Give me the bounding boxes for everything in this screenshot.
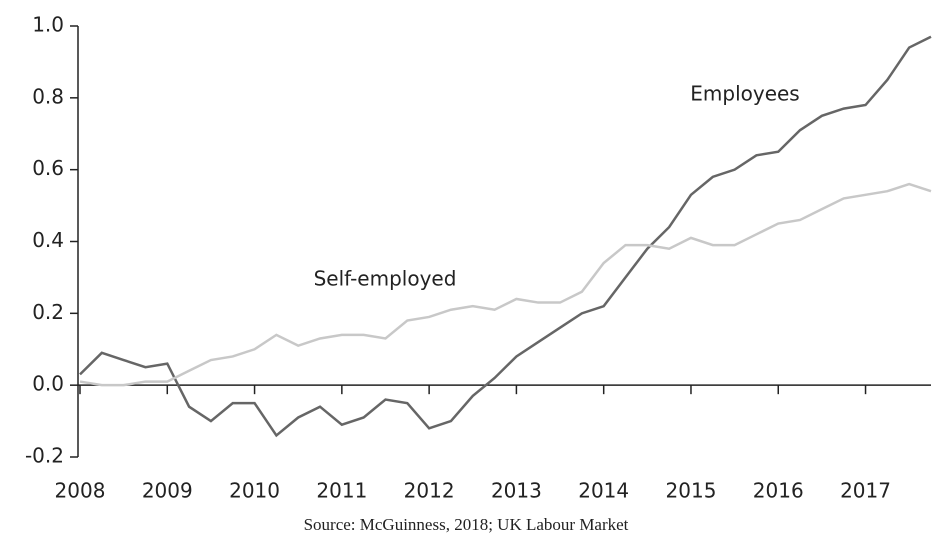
- series-label: Employees: [690, 82, 799, 106]
- y-tick-label: 0.0: [32, 372, 64, 396]
- y-tick-label: 0.4: [32, 228, 64, 252]
- x-tick-label: 2013: [491, 479, 542, 503]
- x-tick-label: 2009: [142, 479, 193, 503]
- x-tick-label: 2008: [55, 479, 106, 503]
- x-tick-label: 2017: [840, 479, 891, 503]
- series-label: Self-employed: [314, 267, 457, 291]
- line-series: [79, 182, 932, 387]
- x-tick-label: 2010: [229, 479, 280, 503]
- line-series: [79, 35, 932, 438]
- x-tick-label: 2016: [753, 479, 804, 503]
- y-tick-label: 0.2: [32, 300, 64, 324]
- y-tick-label: 0.8: [32, 84, 64, 108]
- x-tick-label: 2012: [404, 479, 455, 503]
- y-tick-label: -0.2: [25, 444, 64, 468]
- source: Source: McGuinness, 2018; UK Labour Mark…: [304, 515, 629, 534]
- x-tick-label: 2015: [666, 479, 717, 503]
- y-tick-label: 1.0: [32, 13, 64, 37]
- y-tick-label: 0.6: [32, 156, 64, 180]
- x-tick-label: 2011: [316, 479, 367, 503]
- x-tick-label: 2014: [578, 479, 629, 503]
